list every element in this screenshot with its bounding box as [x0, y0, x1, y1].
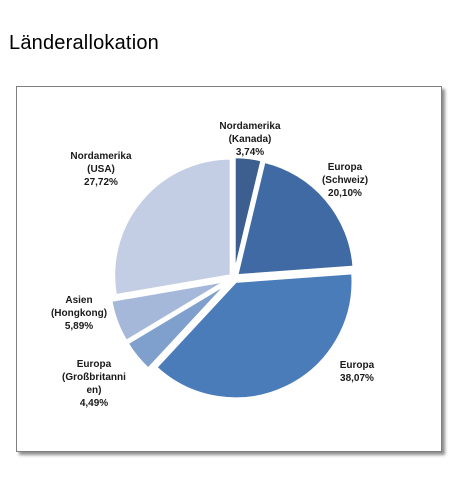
- pie-slice-5: [109, 279, 228, 343]
- slice-label-1: Nordamerika (Kanada) 3,74%: [219, 121, 281, 158]
- slice-label-line: (Hongkong): [51, 308, 107, 319]
- slice-label-line: Nordamerika: [70, 151, 132, 162]
- slice-value: 5,89%: [65, 321, 93, 332]
- slice-label-line: Europa: [328, 162, 363, 173]
- slice-label-2: Europa (Schweiz) 20,10%: [322, 162, 368, 199]
- pie-slice-6: [112, 157, 233, 297]
- slice-label-6: Nordamerika (USA) 27,72%: [70, 151, 132, 188]
- slice-value: 3,74%: [236, 147, 264, 158]
- pie-slice-1: [233, 155, 263, 276]
- pie-slice-4: [126, 281, 230, 371]
- pie-slice-3: [154, 271, 354, 400]
- slice-value: 27,72%: [84, 177, 118, 188]
- slice-label-5: Asien (Hongkong) 5,89%: [51, 295, 107, 332]
- slice-value: 20,10%: [328, 188, 362, 199]
- slice-value: 38,07%: [340, 373, 374, 384]
- slice-value: 4,49%: [80, 398, 108, 409]
- page-title: Länderallokation: [9, 32, 159, 54]
- slice-label-line: Europa: [340, 360, 375, 371]
- chart-frame: Nordamerika (Kanada) 3,74% Europa (Schweiz) 2…: [16, 86, 442, 452]
- pie-slices: [109, 155, 355, 400]
- slice-label-line: Nordamerika: [219, 121, 281, 132]
- slice-label-line: (USA): [87, 164, 115, 175]
- pie-chart: Nordamerika (Kanada) 3,74% Europa (Schweiz) 2…: [51, 121, 375, 409]
- slice-label-line: Europa: [77, 359, 112, 370]
- slice-label-line: (Schweiz): [322, 175, 368, 186]
- slice-label-line: (Großbritanni: [62, 372, 126, 383]
- pie-slice-2: [235, 160, 355, 277]
- slice-label-line: (Kanada): [229, 134, 272, 145]
- slice-label-line: en): [87, 385, 102, 396]
- slice-label-3: Europa 38,07%: [340, 360, 375, 384]
- slice-label-line: Asien: [65, 295, 92, 306]
- slice-label-4: Europa (Großbritanni en) 4,49%: [62, 359, 126, 409]
- pie-labels: Nordamerika (Kanada) 3,74% Europa (Schweiz) 2…: [51, 121, 375, 409]
